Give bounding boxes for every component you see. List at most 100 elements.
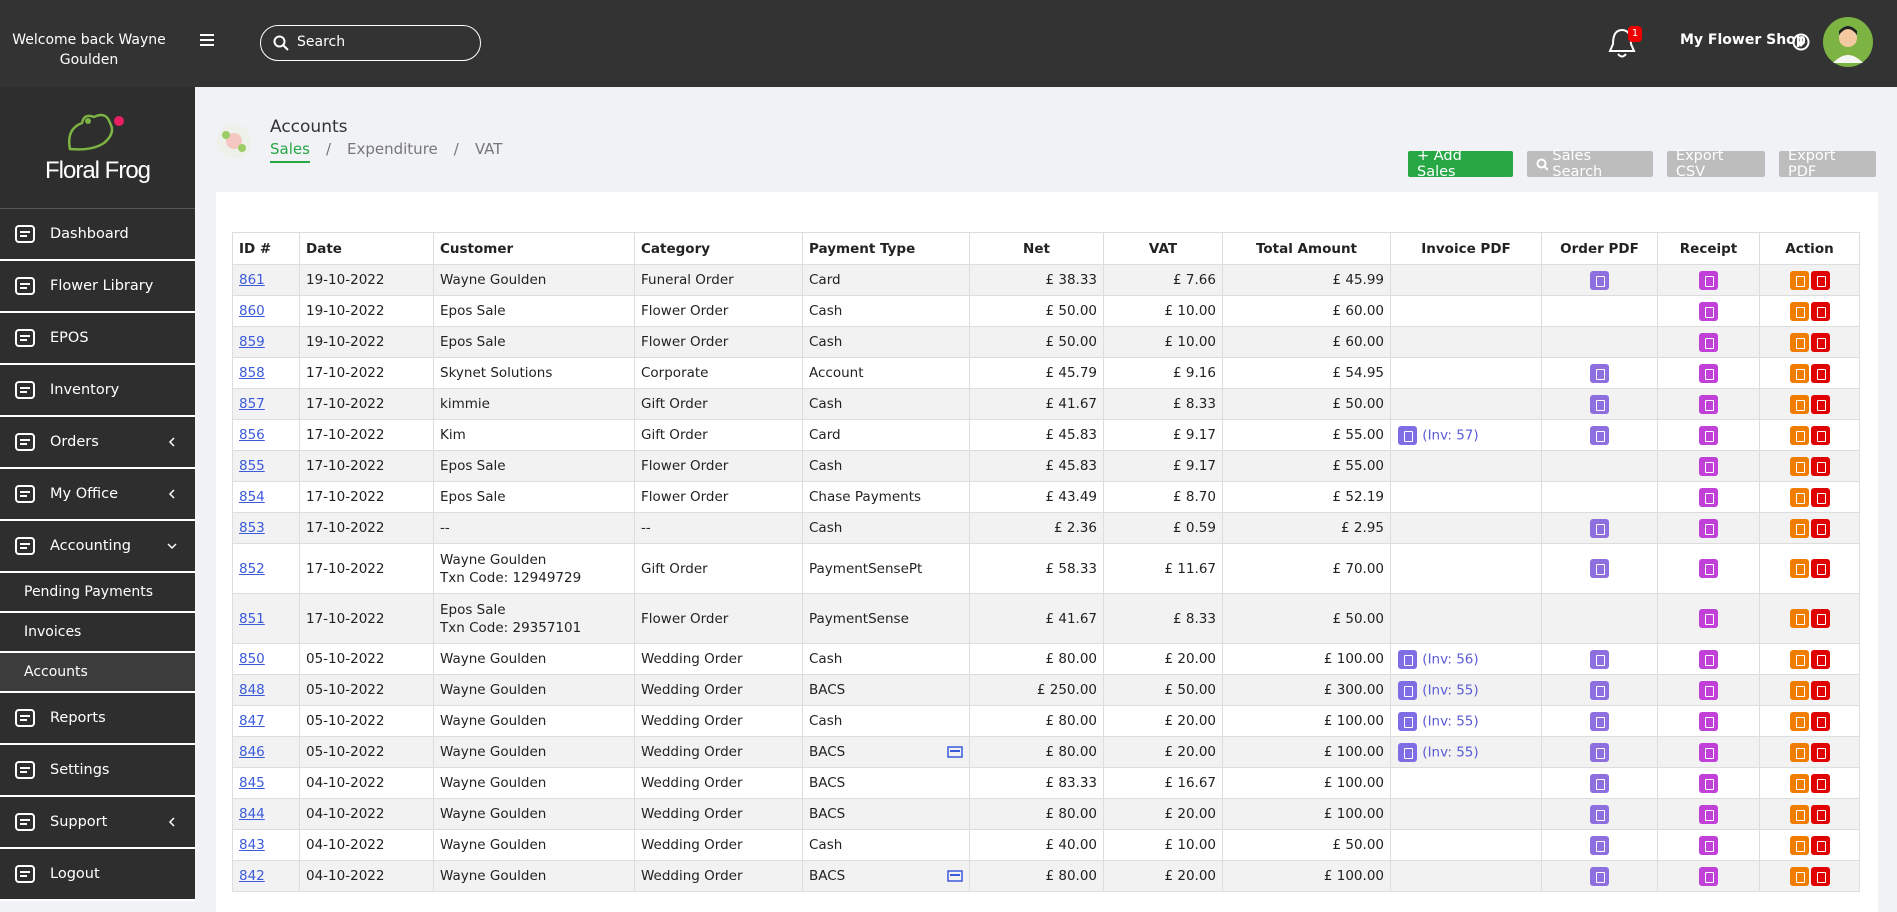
order-pdf-button[interactable]	[1590, 804, 1609, 824]
order-id-link[interactable]: 850	[239, 651, 265, 667]
order-id-link[interactable]: 846	[239, 744, 265, 760]
search-box[interactable]: Search	[260, 25, 481, 61]
receipt-button[interactable]	[1699, 773, 1718, 793]
toolbar-button[interactable]: Export CSV	[1666, 148, 1765, 180]
menu-toggle[interactable]	[200, 34, 214, 46]
submenu-item[interactable]: Accounts	[0, 653, 195, 693]
receipt-button[interactable]	[1699, 394, 1718, 414]
receipt-button[interactable]	[1699, 804, 1718, 824]
edit-button[interactable]	[1789, 742, 1809, 762]
edit-button[interactable]	[1789, 835, 1809, 855]
delete-button[interactable]	[1810, 425, 1830, 445]
order-pdf-button[interactable]	[1590, 649, 1609, 669]
logo[interactable]: Floral Frog	[0, 87, 195, 209]
invoice-pdf-button[interactable]	[1398, 649, 1417, 669]
order-id-link[interactable]: 853	[239, 520, 265, 536]
menu-item[interactable]: Flower Library	[0, 261, 195, 313]
edit-button[interactable]	[1789, 773, 1809, 793]
edit-button[interactable]	[1789, 559, 1809, 578]
order-id-link[interactable]: 858	[239, 365, 265, 381]
tab[interactable]: Expenditure	[347, 140, 438, 158]
order-id-link[interactable]: 856	[239, 427, 265, 443]
delete-button[interactable]	[1810, 680, 1830, 700]
invoice-link[interactable]: (Inv: 55)	[1422, 682, 1479, 698]
order-pdf-button[interactable]	[1590, 835, 1609, 855]
order-id-link[interactable]: 842	[239, 868, 265, 884]
edit-button[interactable]	[1789, 332, 1809, 352]
order-id-link[interactable]: 852	[239, 560, 265, 577]
order-id-link[interactable]: 845	[239, 775, 265, 791]
receipt-button[interactable]	[1699, 680, 1718, 700]
invoice-link[interactable]: (Inv: 56)	[1422, 651, 1479, 667]
delete-button[interactable]	[1810, 804, 1830, 824]
edit-button[interactable]	[1789, 394, 1809, 414]
invoice-link[interactable]: (Inv: 55)	[1422, 713, 1479, 729]
order-pdf-button[interactable]	[1590, 680, 1609, 700]
receipt-button[interactable]	[1699, 301, 1718, 321]
order-pdf-button[interactable]	[1590, 742, 1609, 762]
toolbar-button[interactable]: Sales Search	[1526, 148, 1653, 180]
delete-button[interactable]	[1810, 835, 1830, 855]
delete-button[interactable]	[1810, 866, 1830, 886]
invoice-pdf-button[interactable]	[1398, 742, 1417, 762]
delete-button[interactable]	[1810, 301, 1830, 321]
order-pdf-button[interactable]	[1590, 518, 1609, 538]
order-id-link[interactable]: 859	[239, 334, 265, 350]
edit-button[interactable]	[1789, 425, 1809, 445]
invoice-link[interactable]: (Inv: 57)	[1422, 427, 1479, 443]
tab[interactable]: Sales	[270, 140, 310, 163]
edit-button[interactable]	[1789, 649, 1809, 669]
order-id-link[interactable]: 844	[239, 806, 265, 822]
menu-item[interactable]: Settings	[0, 745, 195, 797]
edit-button[interactable]	[1789, 487, 1809, 507]
receipt-button[interactable]	[1699, 559, 1718, 578]
invoice-pdf-button[interactable]	[1398, 680, 1417, 700]
order-pdf-button[interactable]	[1590, 711, 1609, 731]
receipt-button[interactable]	[1699, 425, 1718, 445]
invoice-pdf-button[interactable]	[1398, 425, 1417, 445]
invoice-pdf-button[interactable]	[1398, 711, 1417, 731]
delete-button[interactable]	[1810, 456, 1830, 476]
receipt-button[interactable]	[1699, 649, 1718, 669]
menu-item[interactable]: EPOS	[0, 313, 195, 365]
edit-button[interactable]	[1789, 363, 1809, 383]
delete-button[interactable]	[1810, 487, 1830, 507]
submenu-item[interactable]: Invoices	[0, 613, 195, 653]
delete-button[interactable]	[1810, 270, 1830, 290]
edit-button[interactable]	[1789, 270, 1809, 290]
order-id-link[interactable]: 843	[239, 837, 265, 853]
delete-button[interactable]	[1810, 773, 1830, 793]
receipt-button[interactable]	[1699, 456, 1718, 476]
delete-button[interactable]	[1810, 742, 1830, 762]
receipt-button[interactable]	[1699, 270, 1718, 290]
menu-item[interactable]: Dashboard	[0, 209, 195, 261]
receipt-button[interactable]	[1699, 835, 1718, 855]
tab[interactable]: VAT	[474, 140, 503, 158]
submenu-item[interactable]: Pending Payments	[0, 573, 195, 613]
edit-button[interactable]	[1789, 301, 1809, 321]
order-id-link[interactable]: 855	[239, 458, 265, 474]
menu-item[interactable]: Logout	[0, 849, 195, 901]
order-pdf-button[interactable]	[1590, 363, 1609, 383]
edit-button[interactable]	[1789, 518, 1809, 538]
shop-name[interactable]: My Flower Shop	[1680, 32, 1806, 48]
menu-item[interactable]: Inventory	[0, 365, 195, 417]
invoice-link[interactable]: (Inv: 55)	[1422, 744, 1479, 760]
receipt-button[interactable]	[1699, 866, 1718, 886]
delete-button[interactable]	[1810, 394, 1830, 414]
menu-item[interactable]: Support	[0, 797, 195, 849]
receipt-button[interactable]	[1699, 487, 1718, 507]
delete-button[interactable]	[1810, 711, 1830, 731]
menu-item[interactable]: My Office	[0, 469, 195, 521]
delete-button[interactable]	[1810, 332, 1830, 352]
receipt-button[interactable]	[1699, 518, 1718, 538]
menu-item[interactable]: Reports	[0, 693, 195, 745]
order-id-link[interactable]: 851	[239, 610, 265, 627]
order-id-link[interactable]: 854	[239, 489, 265, 505]
receipt-button[interactable]	[1699, 363, 1718, 383]
edit-button[interactable]	[1789, 680, 1809, 700]
edit-button[interactable]	[1789, 804, 1809, 824]
delete-button[interactable]	[1810, 363, 1830, 383]
edit-button[interactable]	[1789, 866, 1809, 886]
shop-dropdown[interactable]	[1792, 33, 1810, 51]
